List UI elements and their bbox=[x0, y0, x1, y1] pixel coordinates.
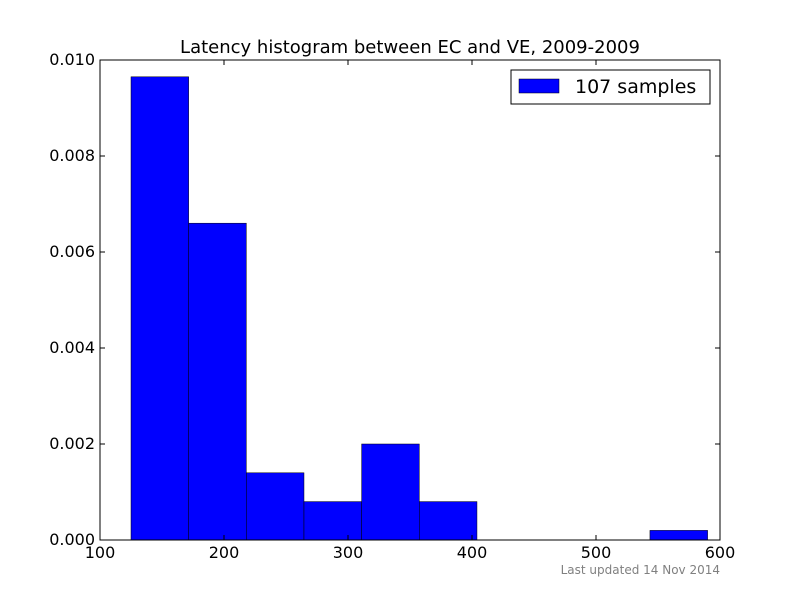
y-tick-label: 0.006 bbox=[49, 242, 95, 261]
histogram-bar-1 bbox=[130, 76, 189, 541]
x-tick-label: 500 bbox=[581, 543, 612, 562]
histogram-bar-10 bbox=[649, 530, 708, 541]
y-tick-label: 0.008 bbox=[49, 146, 95, 165]
x-tick-label: 300 bbox=[333, 543, 364, 562]
x-tick-label: 600 bbox=[705, 543, 736, 562]
x-tick-label: 400 bbox=[457, 543, 488, 562]
y-tick-label: 0.002 bbox=[49, 434, 95, 453]
legend-swatch bbox=[518, 78, 560, 94]
histogram-bars bbox=[130, 76, 708, 541]
last-updated-note: Last updated 14 Nov 2014 bbox=[561, 563, 720, 577]
x-tick-label: 100 bbox=[85, 543, 116, 562]
histogram-bar-3 bbox=[246, 472, 305, 541]
histogram-bar-2 bbox=[188, 222, 247, 541]
histogram-bar-6 bbox=[419, 501, 478, 541]
y-tick-label: 0.010 bbox=[49, 50, 95, 69]
y-tick-label: 0.000 bbox=[49, 530, 95, 549]
histogram-bar-4 bbox=[303, 501, 362, 541]
legend-label: 107 samples bbox=[575, 76, 696, 98]
x-tick-label: 200 bbox=[209, 543, 240, 562]
axis-ticks: 100 200 300 400 500 600 0.000 0.002 0.004 0.006 0.… bbox=[49, 50, 735, 562]
histogram-bar-5 bbox=[361, 443, 420, 541]
y-tick-label: 0.004 bbox=[49, 338, 95, 357]
plot-frame bbox=[99, 59, 721, 541]
legend: 107 samples bbox=[510, 69, 711, 105]
chart-title: Latency histogram between EC and VE, 200… bbox=[180, 37, 640, 58]
